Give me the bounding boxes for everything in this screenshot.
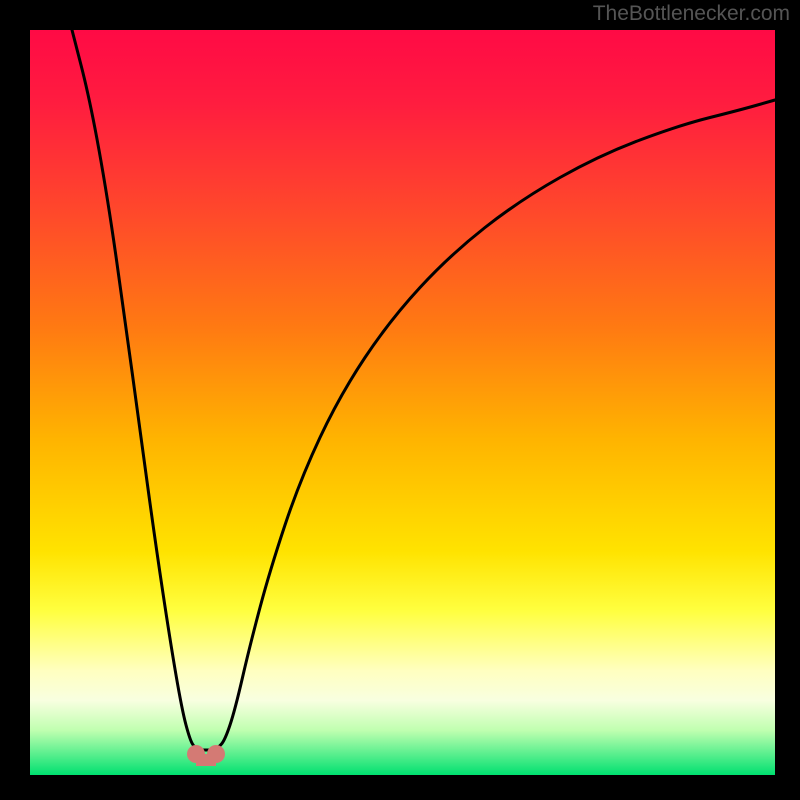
chart-svg	[0, 0, 800, 800]
optimal-marker-lobe-0	[187, 745, 205, 763]
optimal-marker-lobe-1	[207, 745, 225, 763]
gradient-heat-background	[30, 30, 775, 775]
figure-canvas: TheBottlenecker.com	[0, 0, 800, 800]
